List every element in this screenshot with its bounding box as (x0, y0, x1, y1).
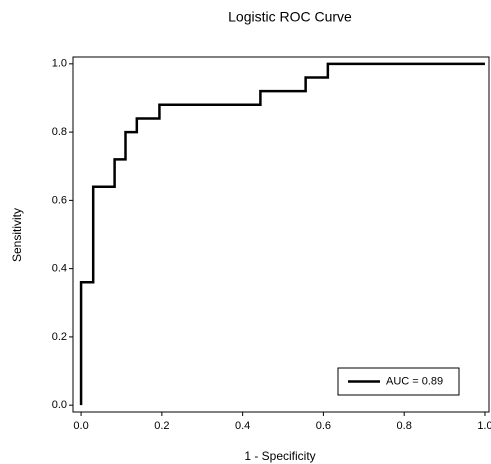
y-tick-label: 0.4 (52, 263, 67, 275)
x-tick-label: 1.0 (477, 420, 491, 432)
x-axis-label: 1 - Specificity (244, 449, 315, 463)
y-tick-label: 0.6 (52, 194, 67, 206)
x-tick-label: 0.6 (316, 420, 331, 432)
x-tick-label: 0.0 (73, 420, 88, 432)
x-tick-label: 0.8 (397, 420, 412, 432)
y-tick-label: 0.2 (52, 331, 67, 343)
roc-line (79, 62, 485, 406)
plot-frame (72, 56, 490, 413)
y-axis-label: Sensitivity (10, 208, 24, 262)
x-tick-label: 0.4 (235, 420, 250, 432)
y-tick-label: 0.0 (52, 399, 67, 411)
y-tick-label: 0.8 (52, 126, 67, 138)
x-tick-label: 0.2 (154, 420, 169, 432)
y-tick-label: 1.0 (52, 58, 67, 70)
chart-title: Logistic ROC Curve (228, 9, 352, 25)
legend-label: AUC = 0.89 (386, 375, 443, 387)
